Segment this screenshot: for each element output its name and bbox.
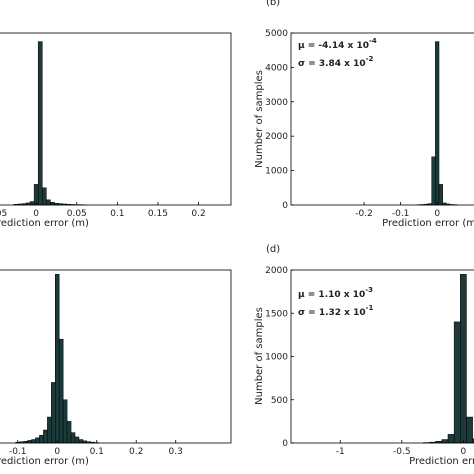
y-tick-label: 0 [282, 439, 288, 449]
x-tick-label: -0.1 [392, 209, 410, 219]
bar [46, 199, 51, 206]
x-axis-label: Prediction error (m) [0, 456, 89, 467]
bar [51, 382, 56, 444]
bar [62, 399, 68, 444]
y-tick-label: 1000 [265, 353, 288, 363]
y-tick-label: 2000 [265, 266, 288, 276]
bar [29, 201, 35, 206]
axes-box [290, 32, 474, 206]
annotation: μ = 1.10 x 10-3 [298, 286, 373, 300]
x-axis-label: Prediction error (m) [409, 456, 474, 467]
x-tick-label: 0.1 [90, 447, 104, 457]
x-tick-label: 0 [33, 209, 39, 219]
annotation-text: μ = 1.10 x 10 [298, 290, 365, 300]
y-tick-label: 4000 [265, 63, 288, 73]
annotation-exponent: -2 [366, 55, 374, 63]
x-tick-label: -0.1 [9, 447, 27, 457]
bar [453, 321, 461, 444]
annotation: σ = 3.84 x 10-2 [298, 55, 374, 69]
bar [66, 421, 72, 444]
x-tick-label: 0.3 [169, 447, 183, 457]
axes-box [0, 32, 232, 206]
annotation-exponent: -1 [366, 304, 374, 312]
y-tick-label: 2000 [265, 132, 288, 142]
annotation-text: σ = 3.84 x 10 [298, 59, 366, 69]
annotation: σ = 1.32 x 10-1 [298, 304, 374, 318]
axes-box [0, 269, 232, 444]
x-tick-label: 0.2 [129, 447, 143, 457]
x-tick-label: 0.15 [148, 209, 168, 219]
bar [55, 274, 60, 444]
y-tick-label: 0 [282, 201, 288, 211]
bar [431, 156, 436, 206]
panel-label: (b) [266, 0, 280, 8]
x-tick-label: 0 [434, 209, 440, 219]
bar [42, 187, 47, 206]
bar [50, 201, 55, 206]
annotation-text: σ = 1.32 x 10 [298, 308, 366, 318]
y-tick-label: 5000 [265, 29, 288, 39]
bar [39, 434, 44, 444]
bar [43, 429, 48, 444]
y-tick-label: 1500 [265, 309, 288, 319]
x-tick-label: 0.1 [110, 209, 124, 219]
bar [78, 439, 84, 444]
bar [35, 437, 40, 444]
x-tick-label: -0.05 [0, 209, 7, 219]
bar [74, 436, 80, 444]
annotation-exponent: -4 [369, 37, 377, 45]
y-tick-label: 1000 [265, 167, 288, 177]
x-tick-label: -0.5 [393, 447, 411, 457]
bar [37, 41, 43, 206]
x-tick-label: 0.2 [191, 209, 205, 219]
bar [58, 338, 64, 444]
annotation-text: μ = -4.14 x 10 [298, 41, 369, 51]
bar [441, 439, 449, 444]
y-tick-label: 3000 [265, 98, 288, 108]
bar [70, 432, 76, 444]
annotation: μ = -4.14 x 10-4 [298, 37, 377, 51]
x-tick-label: 0 [461, 447, 467, 457]
bar [466, 416, 473, 444]
x-tick-label: -1 [336, 447, 345, 457]
x-axis-label: Prediction error (m) [382, 218, 474, 229]
annotation-exponent: -3 [365, 286, 373, 294]
bar [438, 184, 443, 206]
bar [460, 274, 467, 444]
y-tick-label: 500 [271, 396, 288, 406]
bar [472, 438, 474, 444]
bar [447, 434, 455, 444]
x-axis-label: Prediction error (m) [0, 218, 89, 229]
bar [31, 439, 36, 444]
bar [47, 416, 52, 444]
x-tick-label: 0 [54, 447, 60, 457]
bar [33, 184, 39, 206]
x-tick-label: 0.05 [67, 209, 87, 219]
bar [435, 41, 440, 206]
panel-label: (d) [266, 244, 280, 255]
y-axis-label: Number of samples [254, 70, 265, 168]
x-tick-label: -0.2 [355, 209, 373, 219]
y-axis-label: Number of samples [254, 307, 265, 405]
